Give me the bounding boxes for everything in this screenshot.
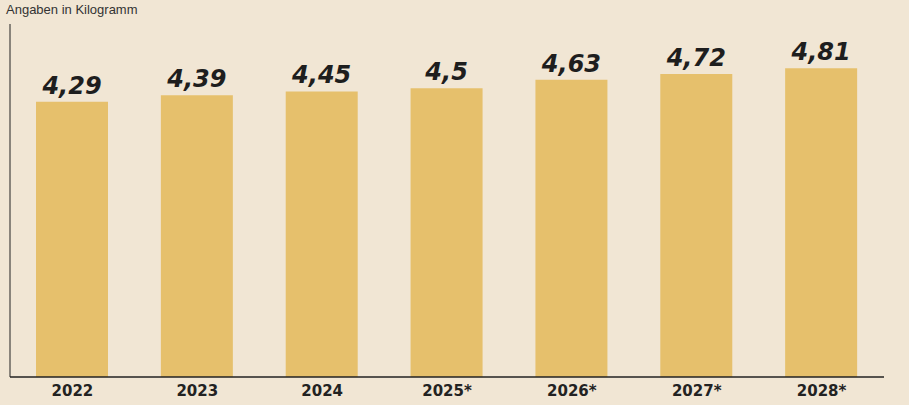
svg-text:4,39: 4,39 bbox=[166, 65, 226, 93]
svg-text:2028*: 2028* bbox=[797, 382, 847, 400]
svg-text:4,5: 4,5 bbox=[424, 58, 468, 86]
svg-text:4,45: 4,45 bbox=[291, 61, 351, 89]
svg-text:2022: 2022 bbox=[52, 382, 94, 400]
svg-text:2024: 2024 bbox=[301, 382, 343, 400]
svg-text:2025*: 2025* bbox=[422, 382, 472, 400]
svg-text:4,63: 4,63 bbox=[541, 50, 601, 78]
html-text:Angaben in Kilogramm: Angaben in Kilogramm bbox=[6, 2, 138, 17]
svg-text:2026*: 2026* bbox=[547, 382, 597, 400]
svg-text:4,81: 4,81 bbox=[791, 38, 851, 66]
svg-text:2023: 2023 bbox=[176, 382, 218, 400]
svg-text:4,72: 4,72 bbox=[666, 44, 726, 72]
svg-text:2027*: 2027* bbox=[672, 382, 722, 400]
svg-text:4,29: 4,29 bbox=[41, 72, 101, 100]
